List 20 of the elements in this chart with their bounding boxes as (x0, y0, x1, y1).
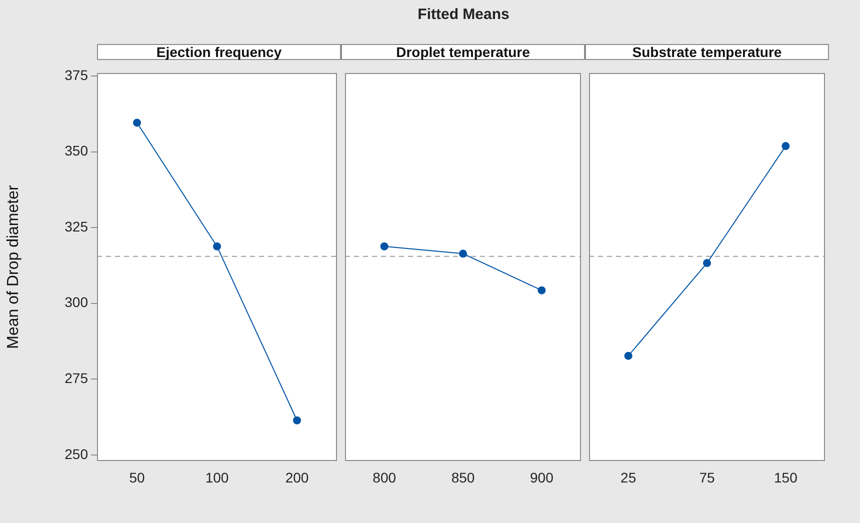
chart-subtitle: Substrate temperature (585, 44, 829, 60)
x-tick-label: 100 (205, 469, 229, 486)
x-tick-label: 75 (699, 469, 715, 486)
y-axis-title: Mean of Drop diameter (5, 184, 22, 349)
chart-subtitle: Droplet temperature (341, 44, 585, 60)
y-tick-label: 325 (64, 218, 88, 234)
chart-title: Fitted Means (416, 6, 510, 23)
chart-subtitle: Ejection frequency (97, 44, 341, 60)
x-tick-label: 150 (774, 469, 798, 486)
x-tick-label: 850 (451, 469, 475, 486)
x-tick-label: 50 (129, 469, 145, 486)
x-tick-label: 900 (530, 469, 554, 486)
x-tick-label: 800 (372, 469, 396, 486)
y-tick-label: 375 (64, 66, 88, 83)
x-tick-label: 200 (285, 469, 309, 486)
y-tick-label: 250 (64, 446, 88, 462)
x-tick-label: 25 (620, 469, 636, 486)
y-tick-label: 300 (64, 294, 88, 310)
y-tick-label: 275 (64, 370, 88, 386)
y-tick-label: 350 (64, 142, 88, 159)
